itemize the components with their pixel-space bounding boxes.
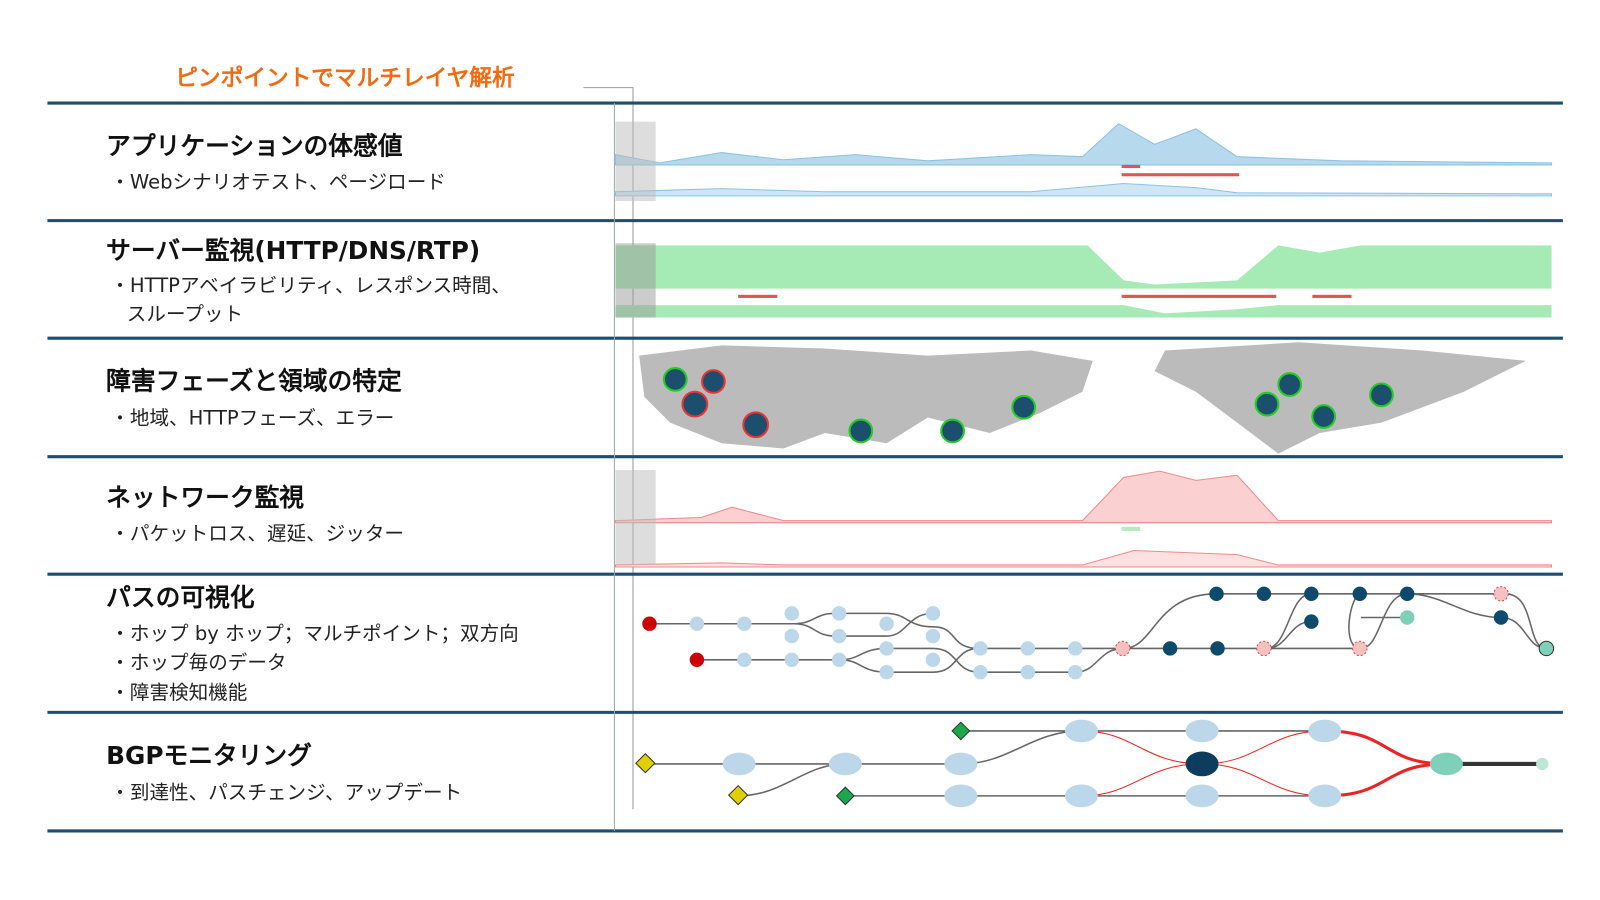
app-chart — [614, 121, 1553, 202]
row-bullet: スループット — [127, 303, 243, 326]
path-viz — [649, 593, 1547, 673]
row-bullet: ・ホップ毎のデータ — [110, 651, 286, 674]
row-bullet: ・到達性、パスチェンジ、アップデート — [110, 781, 462, 804]
path-nodes — [642, 586, 1555, 680]
row-title: ネットワーク監視 — [106, 483, 304, 512]
header-title: ピンポイントでマルチレイヤ解析 — [175, 65, 515, 92]
row-title: 障害フェーズと領域の特定 — [106, 367, 402, 396]
row-bullet: ・障害検知機能 — [110, 681, 247, 704]
separators — [47, 101, 1563, 833]
row-title: BGPモニタリング — [106, 741, 312, 770]
row-bullet: ・ホップ by ホップ；マルチポイント；双方向 — [110, 622, 518, 645]
row-title: パスの可視化 — [106, 583, 255, 612]
bgp-viz — [635, 719, 1549, 808]
server-chart — [615, 243, 1552, 318]
row-bullet: ・HTTPアベイラビリティ、レスポンス時間、 — [110, 274, 511, 297]
row-bullet: ・パケットロス、遅延、ジッター — [110, 522, 404, 545]
row-title: アプリケーションの体感値 — [106, 132, 403, 161]
row-title: サーバー監視(HTTP/DNS/RTP) — [106, 236, 480, 265]
map — [639, 342, 1526, 454]
pin-line — [583, 87, 634, 810]
network-chart — [614, 470, 1553, 568]
row-bullet: ・Webシナリオテスト、ページロード — [110, 171, 446, 194]
row-bullet: ・地域、HTTPフェーズ、エラー — [110, 407, 394, 430]
